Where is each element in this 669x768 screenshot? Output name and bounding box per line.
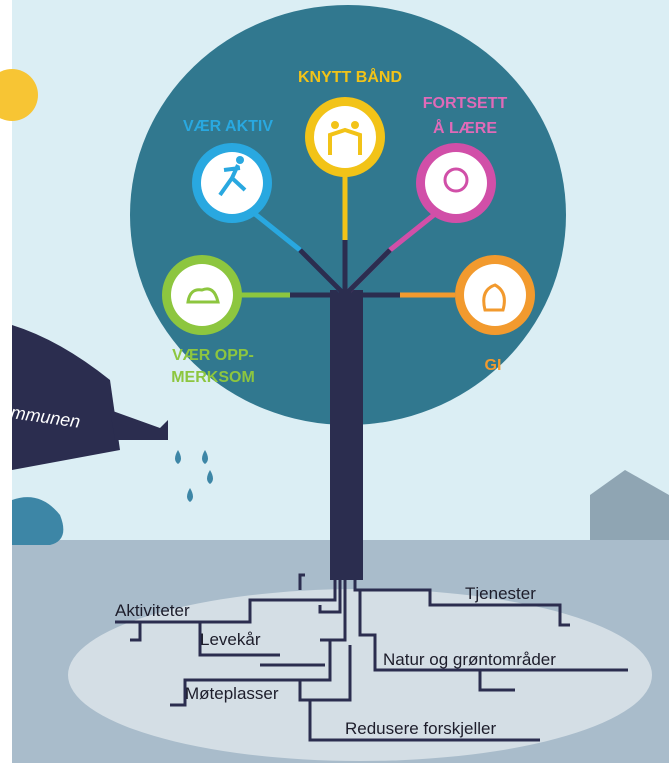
branch-label: VÆR AKTIV	[183, 118, 273, 135]
branch-label: FORTSETT	[423, 95, 508, 112]
trunk	[330, 290, 363, 580]
root-label: Aktiviteter	[115, 601, 190, 620]
root-label: Tjenester	[465, 584, 536, 603]
illustration: VÆR AKTIV KNYTT BÅND FORTSETT Å LÆRE VÆR…	[0, 0, 669, 763]
root-label: Redusere forskjeller	[345, 719, 497, 738]
branch-label: Å LÆRE	[433, 118, 497, 137]
root-label: Levekår	[200, 630, 261, 649]
branch-label: GI	[485, 357, 502, 374]
branch-label: VÆR OPP-	[172, 347, 254, 364]
branch-label: KNYTT BÅND	[298, 67, 402, 86]
root-label: Møteplasser	[185, 684, 279, 703]
branch-label: MERKSOM	[171, 369, 255, 386]
root-label: Natur og grøntområder	[383, 650, 556, 669]
